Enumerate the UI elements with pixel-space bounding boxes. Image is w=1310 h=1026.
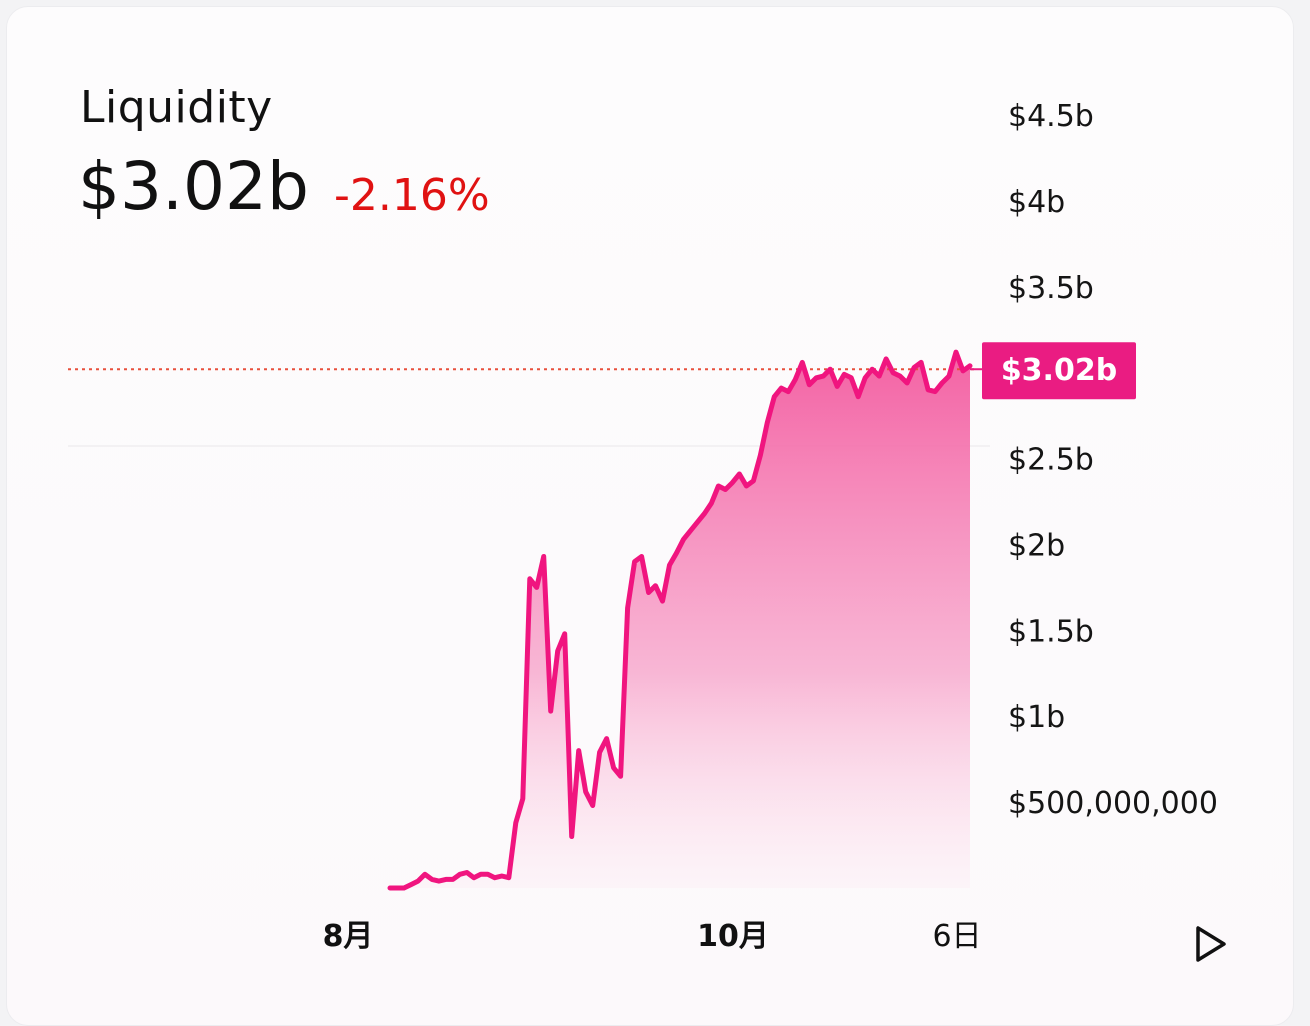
change-percent: -2.16% [334, 170, 490, 221]
y-tick-label: $1b [1008, 700, 1065, 735]
y-tick-label: $4b [1008, 185, 1065, 220]
x-tick-label: 8月 [323, 919, 374, 954]
y-tick-label: $2b [1008, 528, 1065, 563]
y-tick-label: $4.5b [1008, 99, 1094, 134]
liquidity-value: $3.02b [78, 148, 309, 225]
y-tick-label: $1.5b [1008, 614, 1094, 649]
chart-title: Liquidity [80, 82, 273, 133]
liquidity-area [390, 352, 970, 889]
y-tick-label: $2.5b [1008, 443, 1094, 478]
y-tick-label: $3.5b [1008, 271, 1094, 306]
x-tick-label: 10月 [697, 919, 769, 954]
play-button[interactable] [1196, 926, 1226, 962]
pill-label: $3.02b [1001, 353, 1117, 388]
x-tick-label: 6日 [932, 919, 981, 954]
liquidity-line[interactable] [387, 349, 973, 891]
pill-background [982, 342, 1136, 400]
current-value-pill: $3.02b [970, 342, 1136, 400]
y-tick-label: $500,000,000 [1008, 786, 1218, 821]
x-axis: 8月 10月 6日 [323, 919, 982, 954]
y-axis: $4.5b $4b $3.5b $2.5b $2b $1.5b $1b $500,000,00… [1008, 99, 1218, 821]
play-icon[interactable] [1196, 926, 1226, 962]
